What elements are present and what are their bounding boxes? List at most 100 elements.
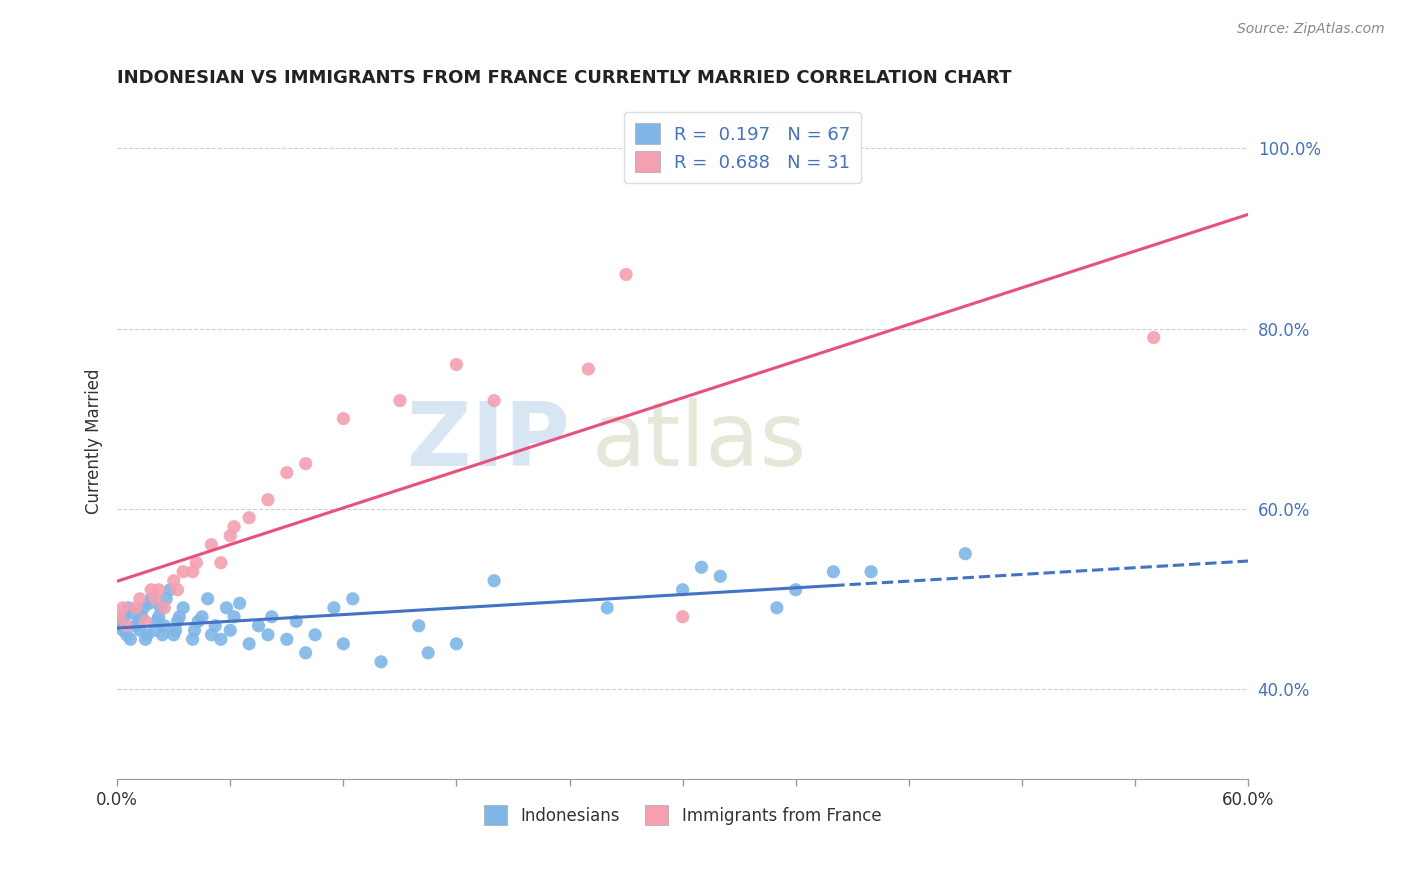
Point xyxy=(181,632,204,647)
Point xyxy=(145,615,167,629)
Point xyxy=(228,596,250,610)
Point xyxy=(222,519,245,533)
Point xyxy=(117,600,139,615)
Point xyxy=(121,605,143,619)
Y-axis label: Currently Married: Currently Married xyxy=(86,368,103,514)
Point xyxy=(139,582,162,597)
Point xyxy=(576,362,599,376)
Point xyxy=(115,619,138,633)
Point xyxy=(187,615,209,629)
Point xyxy=(148,609,170,624)
Point xyxy=(138,596,160,610)
Point xyxy=(209,632,232,647)
Point xyxy=(204,619,226,633)
Point xyxy=(197,591,219,606)
Point xyxy=(125,619,148,633)
Point xyxy=(108,619,131,633)
Point xyxy=(219,624,242,638)
Point xyxy=(186,556,208,570)
Point xyxy=(143,591,166,606)
Point xyxy=(222,609,245,624)
Point xyxy=(131,609,153,624)
Point xyxy=(136,628,159,642)
Point xyxy=(614,268,637,282)
Point xyxy=(163,628,186,642)
Point xyxy=(125,600,148,615)
Point xyxy=(159,582,181,597)
Point xyxy=(120,632,142,647)
Point xyxy=(418,646,440,660)
Point xyxy=(260,609,283,624)
Point xyxy=(139,591,162,606)
Point xyxy=(166,582,188,597)
Point xyxy=(482,393,505,408)
Point xyxy=(596,600,619,615)
Point xyxy=(257,492,280,507)
Point xyxy=(342,591,364,606)
Point xyxy=(153,600,176,615)
Point xyxy=(332,637,354,651)
Point xyxy=(388,393,411,408)
Point xyxy=(155,591,177,606)
Point xyxy=(111,600,134,615)
Point xyxy=(238,510,260,524)
Point xyxy=(370,655,392,669)
Point xyxy=(127,615,149,629)
Point xyxy=(183,624,205,638)
Point xyxy=(482,574,505,588)
Point xyxy=(134,632,156,647)
Point xyxy=(153,619,176,633)
Point xyxy=(166,615,188,629)
Point xyxy=(215,600,238,615)
Point xyxy=(200,538,222,552)
Point xyxy=(823,565,845,579)
Point xyxy=(172,600,194,615)
Point xyxy=(115,628,138,642)
Point xyxy=(128,624,150,638)
Point xyxy=(709,569,731,583)
Point xyxy=(322,600,344,615)
Point xyxy=(247,619,270,633)
Point xyxy=(143,624,166,638)
Point xyxy=(294,646,316,660)
Point xyxy=(219,529,242,543)
Point xyxy=(276,632,298,647)
Point xyxy=(132,600,155,615)
Point xyxy=(114,609,136,624)
Point xyxy=(111,624,134,638)
Point xyxy=(408,619,430,633)
Point xyxy=(955,547,977,561)
Point xyxy=(1143,330,1166,344)
Text: INDONESIAN VS IMMIGRANTS FROM FRANCE CURRENTLY MARRIED CORRELATION CHART: INDONESIAN VS IMMIGRANTS FROM FRANCE CUR… xyxy=(117,69,1012,87)
Point xyxy=(860,565,883,579)
Point xyxy=(152,628,174,642)
Point xyxy=(165,624,187,638)
Point xyxy=(191,609,214,624)
Point xyxy=(446,637,468,651)
Point xyxy=(163,574,186,588)
Point xyxy=(671,582,693,597)
Point xyxy=(238,637,260,651)
Point xyxy=(169,609,191,624)
Point xyxy=(766,600,789,615)
Point xyxy=(690,560,713,574)
Point xyxy=(209,556,232,570)
Point xyxy=(785,582,807,597)
Point xyxy=(108,609,131,624)
Point xyxy=(200,628,222,642)
Point xyxy=(285,615,308,629)
Point xyxy=(110,615,132,629)
Point xyxy=(332,411,354,425)
Point xyxy=(294,457,316,471)
Text: ZIP: ZIP xyxy=(406,398,569,484)
Point xyxy=(148,582,170,597)
Point xyxy=(128,591,150,606)
Point xyxy=(304,628,326,642)
Text: atlas: atlas xyxy=(592,398,807,484)
Legend: Indonesians, Immigrants from France: Indonesians, Immigrants from France xyxy=(477,799,889,831)
Point xyxy=(149,600,172,615)
Point xyxy=(181,565,204,579)
Point xyxy=(276,466,298,480)
Point xyxy=(134,615,156,629)
Text: Source: ZipAtlas.com: Source: ZipAtlas.com xyxy=(1237,22,1385,37)
